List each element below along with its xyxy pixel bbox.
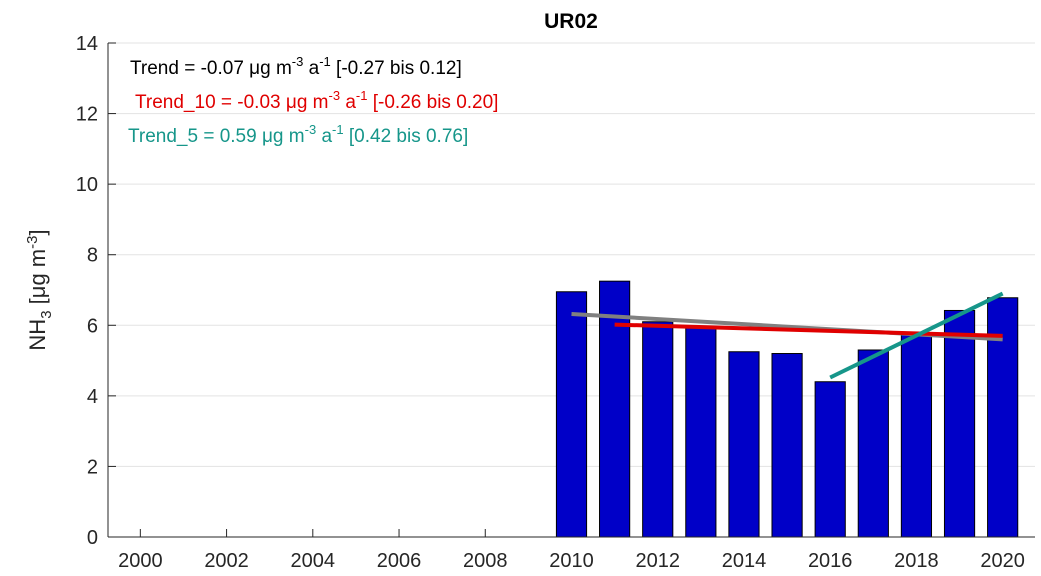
- bar: [728, 351, 760, 538]
- text-part: Trend = -0.07 μg m: [130, 58, 292, 79]
- text-part: [-0.26 bis 0.20]: [367, 92, 498, 113]
- text-part: -3: [329, 88, 341, 103]
- text-part: 3: [38, 310, 55, 318]
- x-tick-label: 2014: [722, 550, 767, 572]
- x-tick-label: 2004: [291, 550, 336, 572]
- y-tick-label: 6: [87, 315, 98, 337]
- y-tick-label: 12: [76, 104, 98, 126]
- x-tick-label: 2016: [808, 550, 853, 572]
- bar: [642, 321, 674, 538]
- bar: [599, 280, 631, 538]
- trend-line: [829, 291, 1004, 380]
- text-part: -3: [305, 122, 317, 137]
- bar: [555, 291, 588, 538]
- bar: [814, 381, 846, 538]
- bar: [857, 349, 889, 538]
- x-tick-label: 2018: [894, 550, 939, 572]
- text-part: [-0.27 bis 0.12]: [331, 58, 462, 79]
- trend-line: [614, 322, 1003, 338]
- trend-annotation: Trend = -0.07 μg m-3 a-1 [-0.27 bis 0.12…: [130, 54, 462, 79]
- y-tick-label: 10: [76, 174, 98, 196]
- x-tick-label: 2006: [377, 550, 422, 572]
- y-axis-label: NH3 [μg m-3]: [24, 229, 55, 350]
- trend-annotation: Trend_10 = -0.03 μg m-3 a-1 [-0.26 bis 0…: [135, 88, 498, 113]
- bar: [771, 353, 803, 538]
- text-part: -1: [356, 88, 368, 103]
- bar: [685, 326, 717, 538]
- text-part: Trend_10 = -0.03 μg m: [135, 92, 329, 113]
- x-tick-label: 2020: [980, 550, 1025, 572]
- text-part: a: [303, 58, 319, 79]
- y-tick-label: 8: [87, 245, 98, 267]
- x-tick-label: 2012: [635, 550, 680, 572]
- chart-title: UR02: [544, 10, 598, 33]
- text-part: ]: [25, 229, 50, 235]
- text-part: NH: [25, 319, 50, 351]
- y-tick-label: 14: [76, 33, 98, 55]
- text-part: -3: [24, 236, 41, 249]
- bar: [943, 309, 976, 538]
- text-part: a: [340, 92, 356, 113]
- text-part: Trend_5 = 0.59 μg m: [128, 126, 305, 147]
- text-part: [0.42 bis 0.76]: [344, 126, 469, 147]
- text-part: a: [316, 126, 332, 147]
- x-tick-label: 2010: [549, 550, 594, 572]
- text-part: -3: [292, 54, 304, 69]
- y-tick-label: 2: [87, 456, 98, 478]
- x-tick-label: 2000: [118, 550, 163, 572]
- trend-annotation: Trend_5 = 0.59 μg m-3 a-1 [0.42 bis 0.76…: [128, 122, 468, 147]
- y-tick-label: 0: [87, 527, 98, 549]
- x-tick-label: 2002: [204, 550, 249, 572]
- text-part: -1: [319, 54, 331, 69]
- x-tick-label: 2008: [463, 550, 508, 572]
- text-part: [μg m: [25, 249, 50, 311]
- text-part: -1: [332, 122, 344, 137]
- y-tick-label: 4: [87, 386, 98, 408]
- bar: [900, 333, 933, 538]
